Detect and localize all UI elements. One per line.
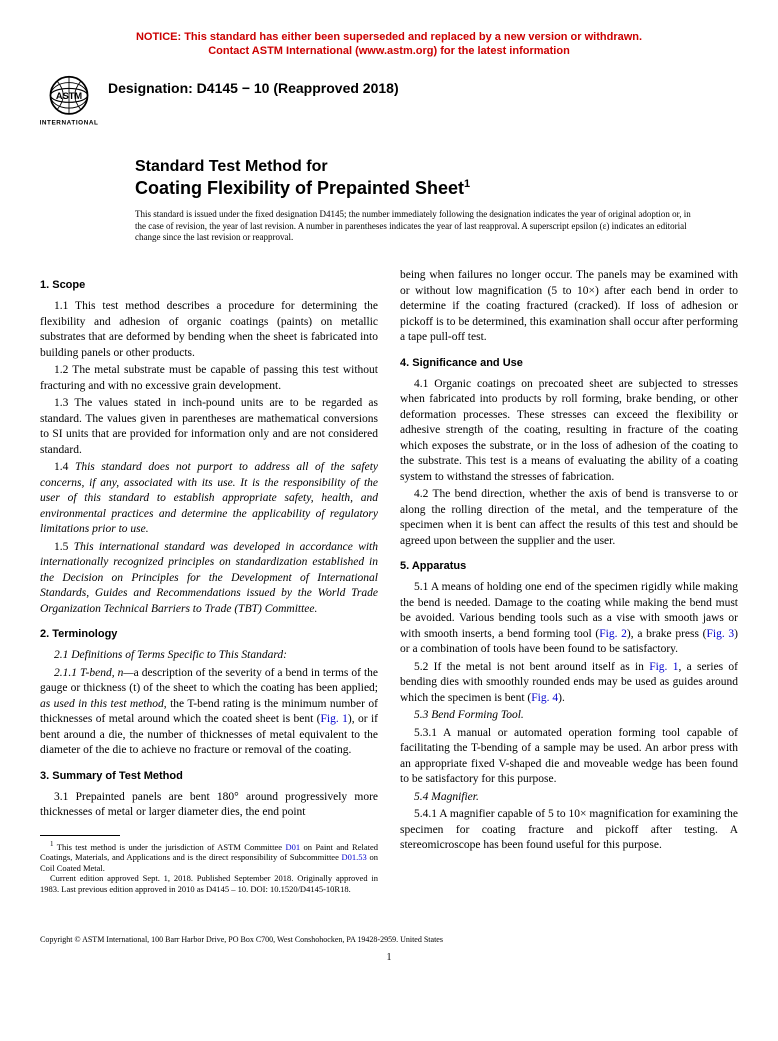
footnote-separator <box>40 835 120 836</box>
copyright-line: Copyright © ASTM International, 100 Barr… <box>40 935 738 946</box>
section-5-head: 5. Apparatus <box>400 559 738 574</box>
para-4-1: 4.1 Organic coatings on precoated sheet … <box>400 377 738 486</box>
page-number: 1 <box>40 951 738 965</box>
para-1-4: 1.4 1.4 This standard does not purport t… <box>40 460 378 538</box>
title-line1: Standard Test Method for <box>135 157 738 177</box>
header-row: ASTM INTERNATIONAL Designation: D4145 − … <box>40 71 738 129</box>
section-2-head: 2. Terminology <box>40 627 378 642</box>
para-3-1-cont: being when failures no longer occur. The… <box>400 268 738 346</box>
fig-3-link[interactable]: Fig. 3 <box>707 628 735 640</box>
fig-2-link[interactable]: Fig. 2 <box>599 628 627 640</box>
para-3-1: 3.1 Prepainted panels are bent 180° arou… <box>40 790 378 821</box>
para-1-5: 1.5 This international standard was deve… <box>40 540 378 618</box>
para-1-1: 1.1 This test method describes a procedu… <box>40 299 378 361</box>
section-1-head: 1. Scope <box>40 278 378 293</box>
title-line2: Coating Flexibility of Prepainted Sheet1 <box>135 177 738 200</box>
para-5-1: 5.1 A means of holding one end of the sp… <box>400 580 738 658</box>
para-5-3-1: 5.3.1 A manual or automated operation fo… <box>400 726 738 788</box>
title-block: Standard Test Method for Coating Flexibi… <box>135 157 738 200</box>
para-5-4: 5.4 Magnifier. <box>400 790 738 806</box>
para-2-1-1: 2.1.1 T-bend, n—a description of the sev… <box>40 666 378 759</box>
astm-logo: ASTM INTERNATIONAL <box>40 71 98 129</box>
designation-text: Designation: D4145 − 10 (Reapproved 2018… <box>108 71 399 98</box>
para-5-4-1: 5.4.1 A magnifier capable of 5 to 10× ma… <box>400 807 738 854</box>
para-5-3: 5.3 Bend Forming Tool. <box>400 708 738 724</box>
section-4-head: 4. Significance and Use <box>400 356 738 371</box>
body-columns: 1. Scope 1.1 This test method describes … <box>40 268 738 894</box>
svg-text:INTERNATIONAL: INTERNATIONAL <box>40 119 98 126</box>
issuance-note: This standard is issued under the fixed … <box>135 209 695 244</box>
supersession-notice: NOTICE: This standard has either been su… <box>40 30 738 59</box>
committee-d01-link[interactable]: D01 <box>285 841 300 851</box>
svg-text:ASTM: ASTM <box>56 90 83 100</box>
notice-line2: Contact ASTM International (www.astm.org… <box>208 45 570 57</box>
footnote-2: Current edition approved Sept. 1, 2018. … <box>40 873 378 894</box>
section-3-head: 3. Summary of Test Method <box>40 769 378 784</box>
para-5-2: 5.2 If the metal is not bent around itse… <box>400 660 738 707</box>
para-4-2: 4.2 The bend direction, whether the axis… <box>400 487 738 549</box>
fig-4-link[interactable]: Fig. 4 <box>531 692 558 704</box>
para-2-1: 2.1 Definitions of Terms Specific to Thi… <box>40 648 378 664</box>
footnote-1: 1 This test method is under the jurisdic… <box>40 840 378 874</box>
notice-line1: NOTICE: This standard has either been su… <box>136 31 642 43</box>
fig-1-link-b[interactable]: Fig. 1 <box>649 661 678 673</box>
fig-1-link[interactable]: Fig. 1 <box>321 713 348 725</box>
para-1-2: 1.2 The metal substrate must be capable … <box>40 363 378 394</box>
subcommittee-link[interactable]: D01.53 <box>342 852 367 862</box>
para-1-3: 1.3 The values stated in inch-pound unit… <box>40 396 378 458</box>
